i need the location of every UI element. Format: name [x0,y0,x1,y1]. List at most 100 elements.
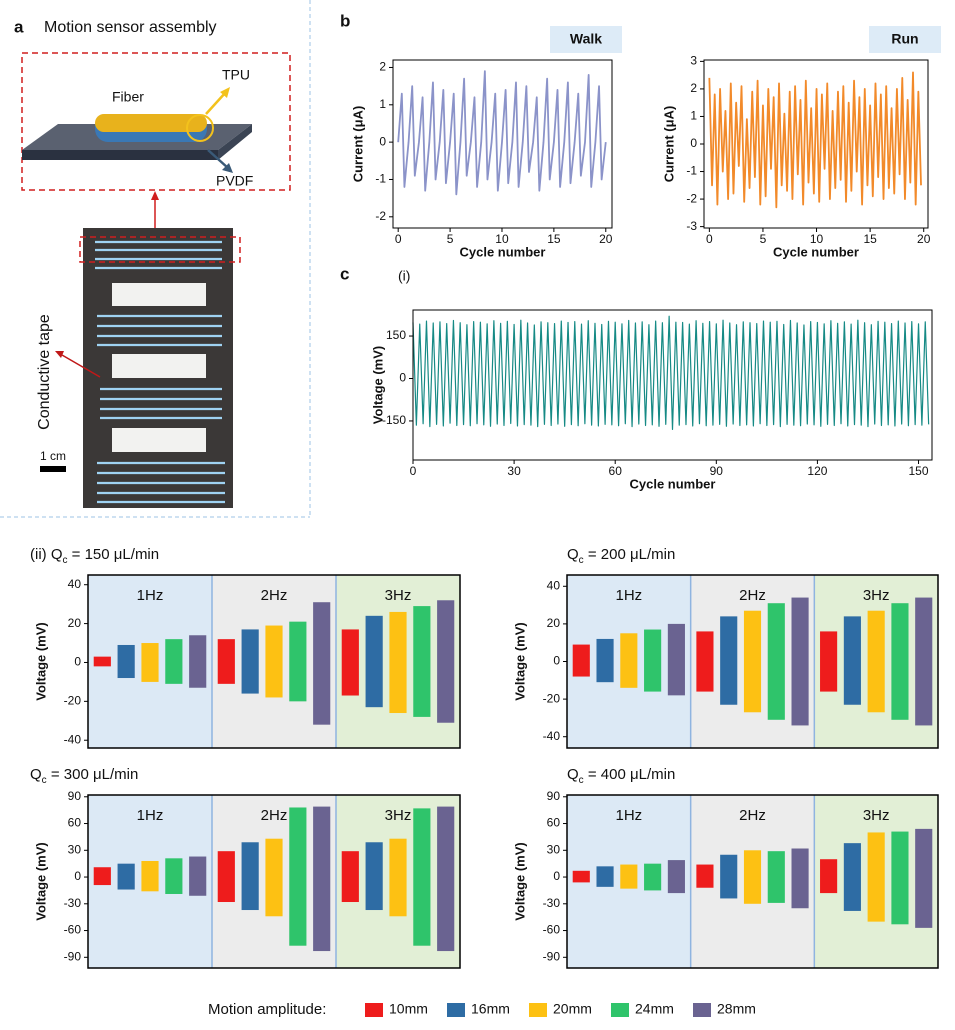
range-bar [696,631,714,692]
title-box [550,26,622,53]
range-bar [265,838,283,917]
panel-title: Motion sensor assembly [44,19,217,36]
y-axis-label: Current (μA) [661,106,676,183]
range-bar [241,629,259,694]
arrow [61,354,101,378]
range-bar [365,842,383,911]
range-bar [117,863,135,890]
range-bar [820,859,838,894]
y-tick-label: -60 [64,923,82,937]
y-tick-label: -3 [686,219,697,233]
title-subscript: c [579,555,584,566]
y-tick-label: 0 [379,134,386,148]
range-bar [289,621,307,702]
arrow [205,91,227,115]
range-bar [572,870,590,883]
group-label: 3Hz [385,587,412,604]
arrow-head [55,351,64,358]
range-bar [667,860,685,894]
zoom-region [79,236,241,263]
pvdf-front [22,150,218,160]
y-tick-label: 0 [74,869,81,883]
legend: Motion amplitude: 10mm 16mm 20mm 24mm 28mm [208,1001,756,1018]
range-bar [644,863,662,891]
range-bar [141,643,159,682]
data-line [397,70,607,196]
range-bar [141,860,159,892]
legend-label: 24mm [635,1001,674,1017]
group-label: 2Hz [739,587,766,604]
arrow-head [151,191,159,200]
arrow-head [222,163,233,173]
x-tick-label: 120 [807,464,827,478]
y-tick-label: 1 [379,97,386,111]
group-label: 2Hz [261,807,288,824]
legend-label: 28mm [717,1001,756,1017]
group-label: 3Hz [863,587,890,604]
panel-label: a [14,17,24,36]
legend-swatch [611,1003,629,1017]
legend-title: Motion amplitude: [208,1001,326,1018]
plot-frame [566,794,939,969]
title-text: Q [567,546,579,563]
range-bar [437,600,455,723]
range-bar [217,639,235,684]
title-text: Q [567,766,579,783]
group-label: 3Hz [385,807,412,824]
range-bar [365,615,383,708]
data-line [412,315,930,431]
x-tick-label: 10 [810,232,824,246]
y-tick-label: 150 [386,328,406,342]
range-bar [341,851,359,903]
y-axis-label: Voltage (mV) [33,622,48,701]
group-label: 1Hz [615,807,642,824]
y-axis-label: Voltage (mV) [370,346,385,425]
y-axis-label: Voltage (mV) [33,842,48,921]
y-tick-label: 0 [553,654,560,668]
range-bar [743,610,762,713]
y-tick-label: -2 [686,191,697,205]
range-bar [915,597,933,726]
y-tick-label: -1 [686,164,697,178]
plot-frame [87,574,461,749]
photo-fibers [95,240,225,504]
title-subscript: c [63,555,68,566]
y-tick-label: 20 [68,616,82,630]
y-tick-label: -40 [543,729,561,743]
range-bar [644,629,662,692]
zoom-box [21,52,291,191]
x-tick-label: 0 [706,232,713,246]
title-text: = 200 μL/min [584,546,676,563]
range-bar [93,656,111,667]
title-subscript: c [42,775,47,786]
range-bar [915,828,933,928]
plot-frame [392,59,613,229]
y-axis-label: Voltage (mV) [512,622,527,701]
range-bar [413,808,431,946]
range-bar [289,807,307,946]
range-bar [165,639,183,684]
y-tick-label: -30 [64,896,82,910]
group-label: 2Hz [739,807,766,824]
range-bar [843,843,861,911]
title-text: = 150 μL/min [68,546,160,563]
range-bar [341,629,359,696]
range-bar [389,611,407,714]
range-bar [189,856,207,896]
x-tick-label: 90 [710,464,724,478]
group-label: 1Hz [137,587,164,604]
legend-swatch [693,1003,711,1017]
y-tick-label: -30 [543,896,561,910]
range-bar [389,838,407,917]
y-tick-label: 0 [553,869,560,883]
range-bar [696,864,714,888]
chart-title: Run [891,31,918,47]
chart-title: (ii) Qc = 150 μL/min [30,546,159,566]
title-text: = 300 μL/min [47,766,139,783]
chart-title: Qc = 300 μL/min [30,766,138,786]
range-bar [667,623,685,696]
x-tick-label: 30 [507,464,521,478]
fiber-label: Fiber [112,89,144,105]
panel-label: b [340,11,350,30]
chart-title: (i) [398,268,410,284]
